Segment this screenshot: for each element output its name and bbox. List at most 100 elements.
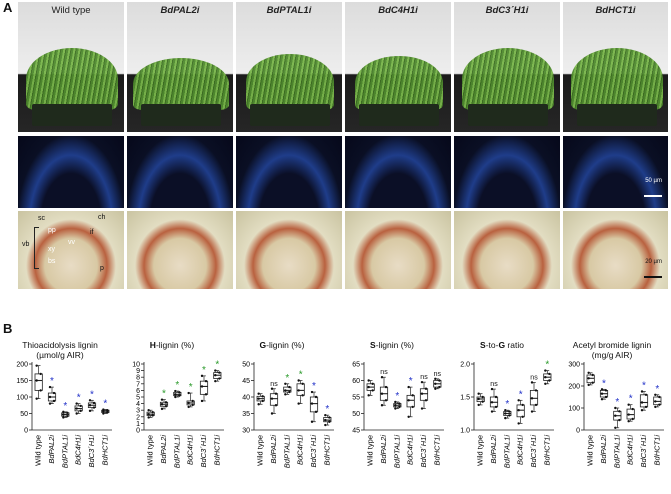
- x-category-label: BdHCT1i: [542, 435, 551, 466]
- data-point: [424, 387, 428, 390]
- annotation-xy: xy: [48, 246, 55, 253]
- data-point: [147, 412, 150, 416]
- data-point: [600, 398, 604, 401]
- stained-section-3: [236, 211, 342, 289]
- chart-plot: 0 50 100 150 200 Wild type * BdPAL2i * BdPTAL1i * B…: [16, 362, 112, 468]
- data-point: [420, 407, 424, 410]
- data-point: [301, 394, 304, 397]
- data-point: [52, 399, 56, 403]
- x-category-label: BdC3´H1i: [419, 435, 428, 468]
- chart-title: S-lignin (%): [336, 340, 448, 350]
- plant-foliage: [462, 48, 554, 110]
- data-point: [614, 414, 617, 417]
- data-point: [631, 417, 634, 421]
- data-point: [398, 405, 401, 409]
- chart-title-bold2: G: [498, 340, 506, 350]
- significance-mark: *: [285, 373, 289, 384]
- data-point: [591, 373, 594, 377]
- x-category-label: BdPTAL1i: [392, 435, 401, 469]
- y-tick-label: 55: [352, 395, 360, 402]
- data-point: [35, 364, 38, 367]
- chart-title-line1: Acetyl bromide lignin: [572, 340, 652, 350]
- plant-photo-3: BdPTAL1i: [236, 2, 342, 132]
- data-point: [62, 416, 65, 419]
- stained-section-6: 20 µm: [563, 211, 668, 289]
- x-category-label: BdC3´H1i: [639, 435, 648, 468]
- y-tick-label: 65: [352, 362, 360, 369]
- plant-pot: [359, 104, 439, 126]
- data-point: [658, 403, 661, 406]
- x-category-label: BdPTAL1i: [172, 435, 181, 469]
- data-point: [324, 423, 327, 427]
- data-point: [257, 392, 260, 395]
- data-point: [481, 400, 484, 403]
- data-point: [79, 409, 82, 413]
- significance-mark: *: [629, 394, 633, 405]
- data-point: [481, 395, 484, 399]
- box-iqr: [626, 408, 635, 420]
- annotation-vb: vb: [22, 241, 30, 248]
- data-point: [614, 426, 617, 429]
- data-point: [191, 399, 194, 403]
- data-point: [517, 409, 520, 412]
- box-iqr: [309, 396, 319, 413]
- data-point: [627, 403, 630, 406]
- significance-mark: *: [519, 389, 523, 400]
- stained-section-4: [345, 211, 451, 289]
- chart-title-bold: S: [480, 340, 486, 350]
- chart-g-lignin: G-lignin (%) 30 35 40 45 50 Wild type ns BdPAL2…: [226, 340, 338, 494]
- y-tick-label: 7: [136, 381, 140, 388]
- y-tick-label: 50: [20, 411, 28, 418]
- chart-title-rest: -lignin (%): [375, 340, 414, 350]
- data-point: [477, 397, 480, 401]
- x-category-label: BdHCT1i: [432, 435, 441, 466]
- data-point: [191, 403, 194, 407]
- annotation-vv: vv: [68, 239, 75, 246]
- x-category-label: BdC4H1i: [296, 435, 305, 465]
- y-tick-label: 0: [24, 428, 28, 435]
- data-point: [261, 395, 264, 398]
- plant-photo-4: BdC4H1i: [345, 2, 451, 132]
- plant-pot: [141, 104, 221, 126]
- data-point: [257, 397, 260, 400]
- significance-mark: *: [642, 381, 646, 392]
- chart-title-line1: Thioacidolysis lignin: [22, 340, 98, 350]
- data-point: [214, 374, 217, 377]
- genotype-label-6: BdHCT1i: [595, 5, 636, 16]
- data-point: [420, 392, 424, 395]
- vascular-bundle-bracket: [34, 227, 39, 269]
- data-point: [394, 404, 397, 407]
- chart-h-lignin: H-lignin (%) 0 1 2 3 4 5 6 7 8 9 10 Wild type * BdPAL…: [116, 340, 228, 494]
- data-point: [88, 404, 92, 407]
- x-category-label: BdPAL2i: [489, 435, 498, 464]
- data-point: [420, 380, 424, 384]
- y-tick-label: 50: [242, 362, 250, 369]
- data-point: [504, 412, 507, 415]
- significance-mark: *: [615, 397, 619, 408]
- box-iqr: [529, 390, 539, 406]
- x-category-label: BdC3´H1i: [529, 435, 538, 468]
- plant-photo-row: Wild type BdPAL2i BdPTAL1i BdC4H1i BdC3´…: [18, 2, 668, 132]
- data-point: [627, 413, 630, 416]
- data-point: [490, 401, 494, 404]
- data-point: [75, 412, 78, 415]
- annotation-pp: pp: [48, 227, 56, 234]
- x-category-label: BdHCT1i: [100, 435, 109, 466]
- y-tick-label: 200: [16, 362, 28, 369]
- y-tick-label: 100: [16, 395, 28, 402]
- y-tick-label: 5: [136, 395, 140, 402]
- data-point: [640, 390, 644, 393]
- data-point: [102, 412, 105, 415]
- chart-title: G-lignin (%): [226, 340, 338, 350]
- data-point: [508, 410, 511, 413]
- x-category-label: BdHCT1i: [322, 435, 331, 466]
- chart-title: Thioacidolysis lignin (µmol/g AIR): [4, 340, 116, 360]
- data-point: [434, 377, 437, 381]
- data-point: [587, 383, 590, 387]
- significance-mark: *: [505, 399, 509, 410]
- data-point: [328, 420, 331, 423]
- data-point: [79, 404, 82, 408]
- box-iqr: [653, 396, 662, 406]
- data-point: [284, 382, 287, 385]
- fluorescence-image-row: 50 µm: [18, 136, 668, 208]
